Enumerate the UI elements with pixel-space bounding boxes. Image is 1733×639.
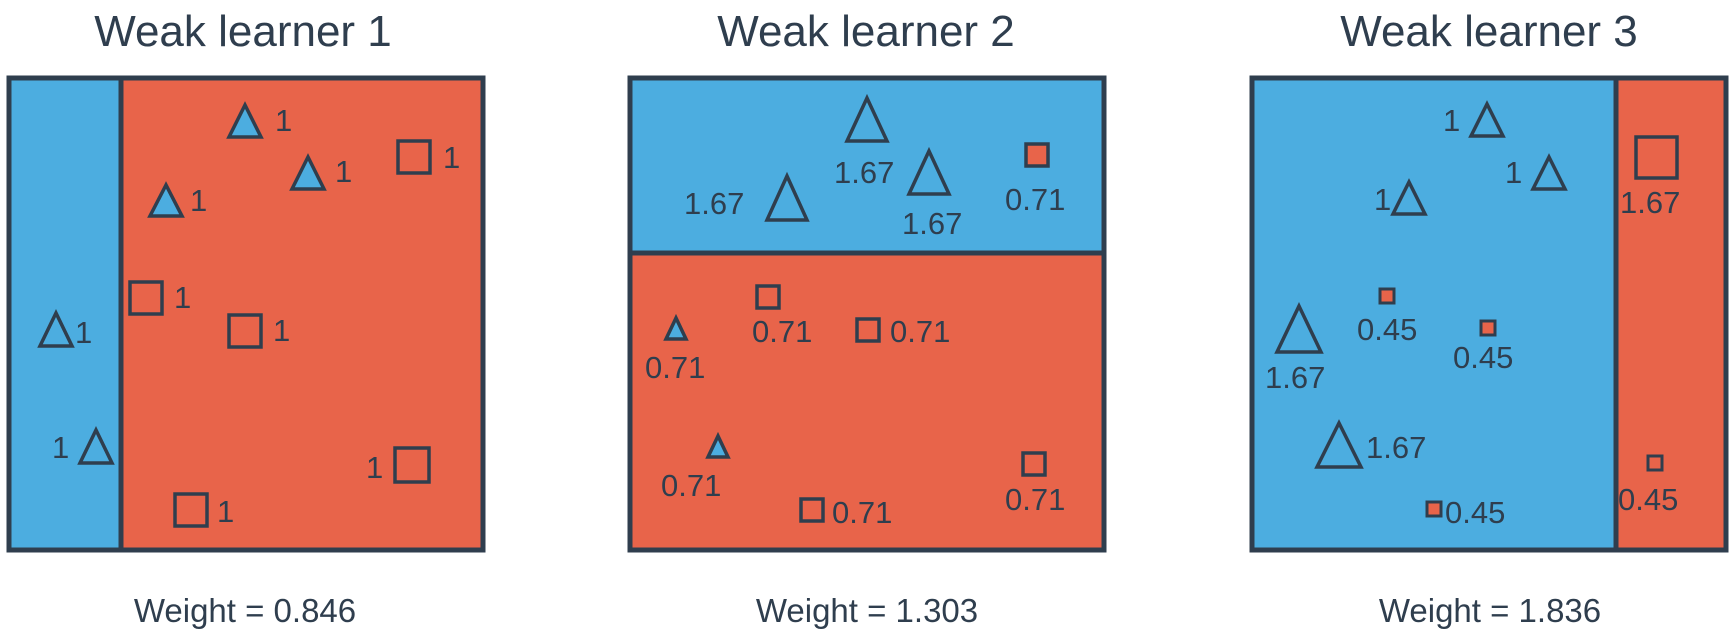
panel-2-point-5-label: 0.71 bbox=[645, 350, 705, 385]
panel-1-point-8-triangle bbox=[77, 425, 115, 465]
panel-3-point-10-square bbox=[1646, 454, 1664, 472]
panel-1-point-7-triangle bbox=[37, 308, 75, 348]
panel-3-point-8-label: 0.45 bbox=[1445, 495, 1505, 530]
panel-1-point-10-label: 1 bbox=[217, 494, 234, 529]
panel-1-point-9-square bbox=[393, 446, 431, 484]
panel-3-weight: Weight = 1.836 bbox=[1379, 592, 1601, 629]
panel-1-point-5-square bbox=[128, 280, 164, 316]
panel-3-point-5-triangle bbox=[1314, 419, 1364, 469]
panel-1-point-5-label: 1 bbox=[174, 280, 191, 315]
panel-2-point-9-square bbox=[1021, 451, 1047, 477]
panel-3-point-4-label: 1.67 bbox=[1265, 360, 1325, 395]
panel-2-point-1-triangle bbox=[764, 171, 810, 222]
panel-1-point-6-square bbox=[227, 313, 263, 349]
panel-2-point-6-square bbox=[755, 284, 781, 310]
panel-2-point-6-label: 0.71 bbox=[752, 314, 812, 349]
panel-1-point-4-square bbox=[396, 139, 432, 175]
panel-2-point-2-label: 1.67 bbox=[834, 155, 894, 190]
panel-1-point-1-label: 1 bbox=[275, 103, 292, 138]
panel-3-point-6-square bbox=[1378, 287, 1396, 305]
panel-3-point-3-triangle bbox=[1390, 178, 1428, 216]
panel-2-point-7-square bbox=[855, 317, 881, 343]
panel-2-point-4-square bbox=[1024, 142, 1050, 168]
panel-3-point-5-label: 1.67 bbox=[1366, 430, 1426, 465]
panel-3-title: Weak learner 3 bbox=[1340, 7, 1638, 56]
panel-3-point-2-label: 1 bbox=[1505, 155, 1522, 190]
panel-3-point-2-triangle bbox=[1530, 153, 1568, 191]
panel-3-region-right bbox=[1616, 78, 1726, 550]
panel-2-point-4-label: 0.71 bbox=[1005, 182, 1065, 217]
panel-3-point-8-square bbox=[1425, 500, 1443, 518]
panel-2-title: Weak learner 2 bbox=[717, 7, 1015, 56]
panel-1-point-2-label: 1 bbox=[190, 183, 207, 218]
panel-2-point-10-square bbox=[799, 497, 825, 523]
panel-1-point-9-label: 1 bbox=[366, 450, 383, 485]
panel-1-region-right bbox=[121, 78, 483, 550]
panel-2-point-5-triangle bbox=[663, 313, 689, 341]
panel-1-weight: Weight = 0.846 bbox=[134, 592, 356, 629]
panel-1-point-2-triangle bbox=[147, 181, 185, 218]
panel-3-border bbox=[1249, 75, 1729, 553]
panel-1-region-left bbox=[9, 78, 121, 550]
panel-2-point-8-triangle bbox=[705, 431, 731, 459]
panel-1-point-3-label: 1 bbox=[335, 154, 352, 189]
panel-1-title: Weak learner 1 bbox=[94, 7, 392, 56]
panel-2-point-8-label: 0.71 bbox=[661, 468, 721, 503]
panel-2: Weak learner 2 1.67 1.67 1.67 0.71 0.71 … bbox=[627, 7, 1107, 629]
panel-3-point-1-label: 1 bbox=[1443, 103, 1460, 138]
panel-1-point-10-square bbox=[173, 492, 209, 528]
panel-1-point-4-label: 1 bbox=[443, 140, 460, 175]
panel-1-point-6-label: 1 bbox=[273, 313, 290, 348]
panel-2-border bbox=[627, 75, 1107, 553]
panel-1-point-7-label: 1 bbox=[75, 315, 92, 350]
panel-2-point-9-label: 0.71 bbox=[1005, 482, 1065, 517]
panel-3-point-3-label: 1 bbox=[1374, 182, 1391, 217]
panel-3-point-7-label: 0.45 bbox=[1453, 340, 1513, 375]
panel-2-point-10-label: 0.71 bbox=[832, 495, 892, 530]
panel-2-point-1-label: 1.67 bbox=[684, 186, 744, 221]
panel-3-point-6-label: 0.45 bbox=[1357, 312, 1417, 347]
panel-1-border bbox=[6, 75, 486, 553]
panel-2-point-7-label: 0.71 bbox=[890, 314, 950, 349]
panel-2-point-3-triangle bbox=[906, 146, 952, 196]
panel-1-point-8-label: 1 bbox=[52, 430, 69, 465]
panel-1-point-3-triangle bbox=[289, 153, 327, 191]
panel-2-point-2-triangle bbox=[844, 93, 890, 143]
panel-2-point-3-label: 1.67 bbox=[902, 206, 962, 241]
panel-3-point-9-square bbox=[1634, 135, 1679, 180]
panel-2-region-bottom bbox=[630, 253, 1104, 550]
panel-3-point-4-triangle bbox=[1274, 301, 1324, 354]
panel-3-point-1-triangle bbox=[1468, 100, 1506, 138]
panel-1: Weak learner 1 1 1 1 1 1 1 1 1 1 1 Weigh… bbox=[6, 7, 486, 629]
panel-3-point-7-square bbox=[1479, 319, 1497, 337]
panel-1-point-1-triangle bbox=[226, 101, 264, 139]
panel-2-weight: Weight = 1.303 bbox=[756, 592, 978, 629]
panel-3-point-9-label: 1.67 bbox=[1620, 185, 1680, 220]
panel-3-region-left bbox=[1252, 78, 1616, 550]
panel-3-point-10-label: 0.45 bbox=[1618, 482, 1678, 517]
panel-3: Weak learner 3 1 1 1 1.67 1.67 0.45 0.45… bbox=[1249, 7, 1729, 629]
